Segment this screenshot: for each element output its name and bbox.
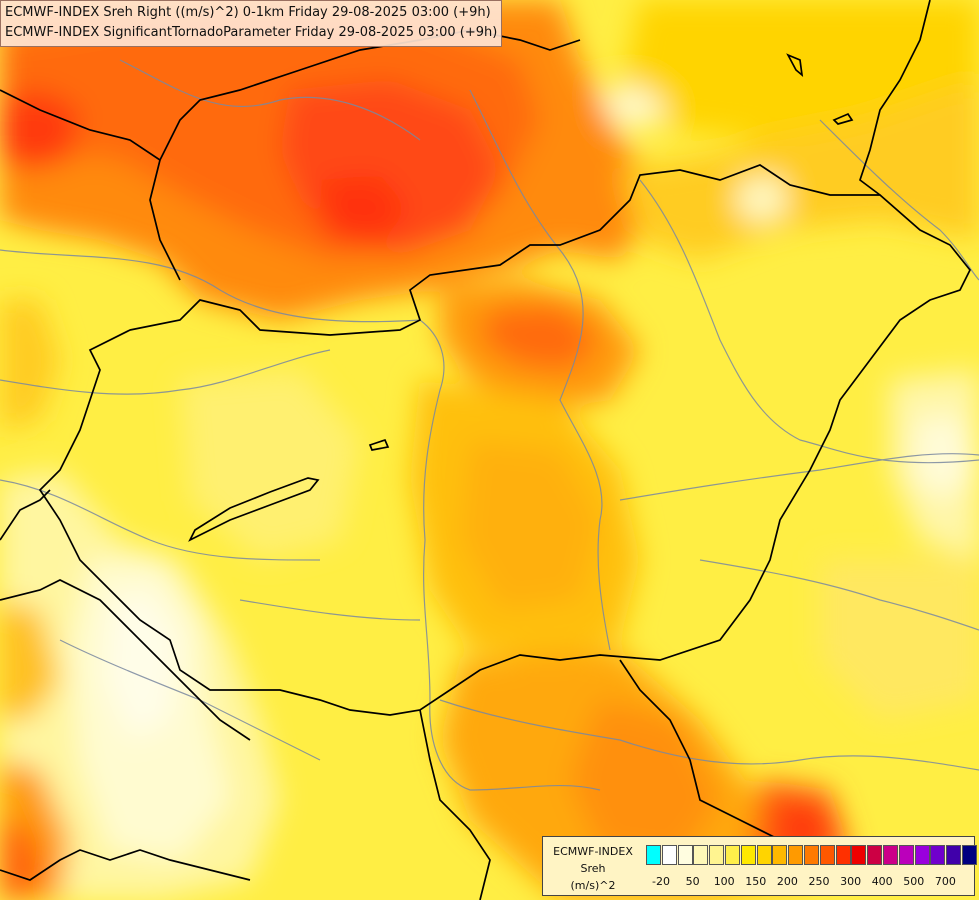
legend-swatch — [677, 845, 693, 865]
legend-swatch — [851, 845, 867, 865]
legend-tick-label: 100 — [713, 875, 735, 888]
map-title-box: ECMWF-INDEX Sreh Right ((m/s)^2) 0-1km F… — [0, 0, 503, 47]
legend-tick-label: 200 — [776, 875, 798, 888]
legend-swatch — [661, 845, 677, 865]
legend-swatch — [693, 845, 709, 865]
legend-swatch — [930, 845, 946, 865]
legend-tick-label: 700 — [934, 875, 956, 888]
legend-swatch — [946, 845, 962, 865]
legend-swatch — [819, 845, 835, 865]
legend-swatch — [835, 845, 851, 865]
legend-swatch — [883, 845, 898, 865]
legend-tick-label: 500 — [903, 875, 925, 888]
legend-swatch — [804, 845, 819, 865]
legend-tick-label: 250 — [808, 875, 830, 888]
map-title-sreh: ECMWF-INDEX Sreh Right ((m/s)^2) 0-1km F… — [5, 5, 491, 20]
legend-swatch — [756, 845, 772, 865]
legend-swatch — [725, 845, 740, 865]
legend-swatch — [709, 845, 725, 865]
legend-swatch — [740, 845, 756, 865]
legend-tick-label: 50 — [685, 875, 700, 888]
legend-tick-label: 300 — [840, 875, 862, 888]
river-lines — [0, 59, 979, 791]
legend-tick-label: -20 — [652, 875, 670, 888]
legend-tick-label: 400 — [871, 875, 893, 888]
legend-swatch — [788, 845, 804, 865]
legend-swatch — [646, 845, 661, 865]
legend-variable: Sreh — [580, 862, 606, 875]
legend-swatch — [962, 845, 977, 865]
legend-swatch — [867, 845, 883, 865]
legend-title: ECMWF-INDEX — [553, 845, 633, 858]
color-legend: ECMWF-INDEX Sreh (m/s)^2 -20 50 100 150 200 2… — [542, 836, 977, 896]
legend-tick-label: 150 — [745, 875, 767, 888]
legend-swatch — [914, 845, 930, 865]
map-title-stp: ECMWF-INDEX SignificantTornadoParameter … — [5, 25, 498, 40]
legend-swatch — [898, 845, 914, 865]
legend-unit: (m/s)^2 — [570, 879, 616, 892]
legend-swatch — [772, 845, 788, 865]
